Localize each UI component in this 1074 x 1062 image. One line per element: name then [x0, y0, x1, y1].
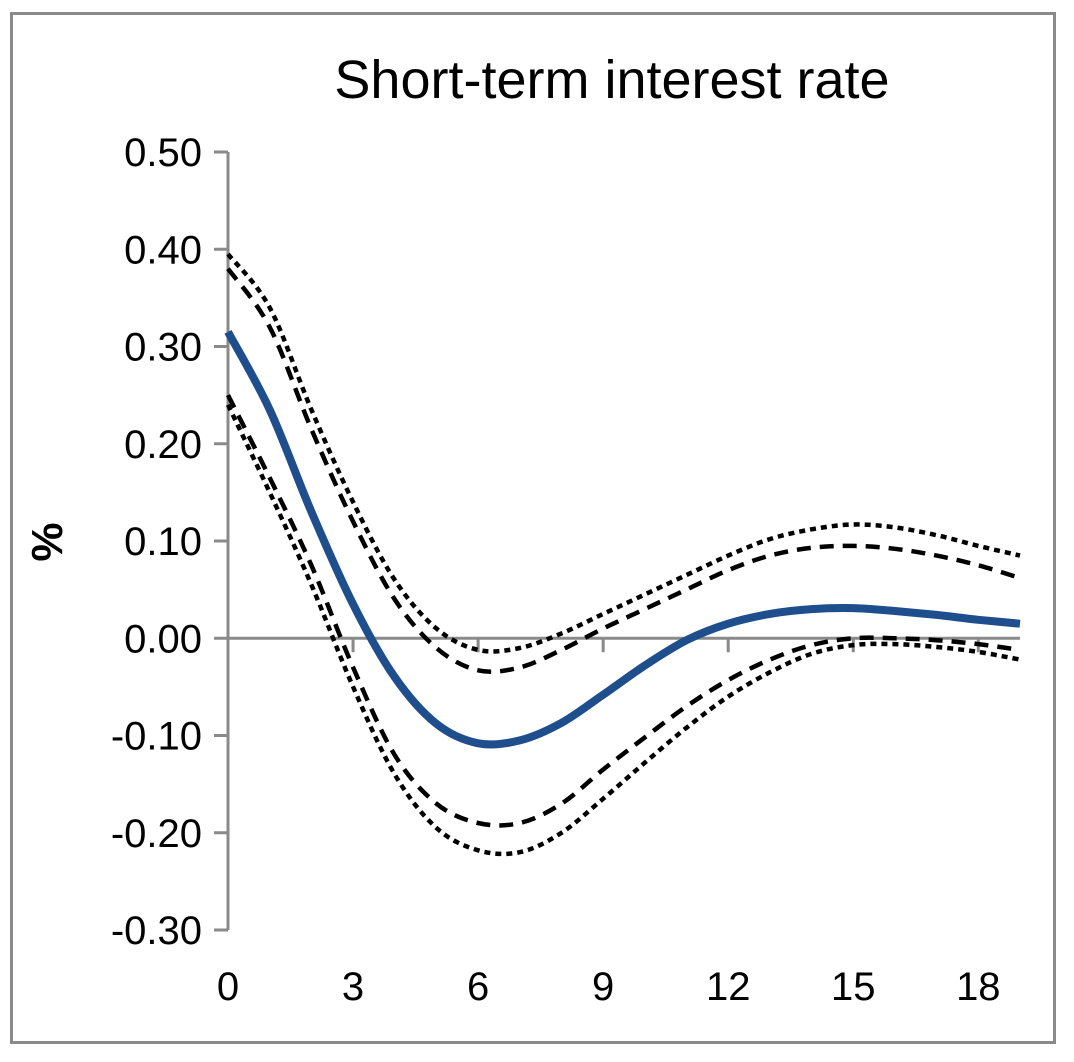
- chart-title: Short-term interest rate: [334, 50, 889, 110]
- y-tick-label: -0.20: [111, 812, 202, 856]
- chart-frame: [10, 12, 1056, 1044]
- y-tick-label: -0.10: [111, 715, 202, 759]
- series-line-3: [225, 394, 1021, 828]
- x-tick-label: 18: [956, 965, 1001, 1009]
- series-layer: [224, 252, 1021, 857]
- y-tick-label: 0.00: [124, 617, 202, 661]
- y-tick-label: 0.10: [124, 520, 202, 564]
- axes: 0.50 0.40 0.30 0.20 0.10 0.00 -0.10 -0.20 -0.30 0…: [111, 131, 1020, 1009]
- series-line-1: [226, 252, 1021, 654]
- y-tick-label: 0.40: [124, 228, 202, 272]
- x-tick-label: 0: [217, 965, 239, 1009]
- series-line-0: [224, 330, 1021, 749]
- y-tick-label: 0.50: [124, 131, 202, 175]
- x-tick-label: 9: [592, 965, 614, 1009]
- series-line-4: [225, 403, 1021, 857]
- x-tick-label: 12: [706, 965, 751, 1009]
- y-axis-label: %: [23, 522, 72, 561]
- x-tick-label: 3: [342, 965, 364, 1009]
- x-tick-label: 15: [831, 965, 876, 1009]
- y-tick-label: 0.20: [124, 423, 202, 467]
- y-tick-label: -0.30: [111, 909, 202, 953]
- y-tick-label: 0.30: [124, 326, 202, 370]
- series-line-2: [226, 267, 1021, 674]
- x-tick-label: 6: [467, 965, 489, 1009]
